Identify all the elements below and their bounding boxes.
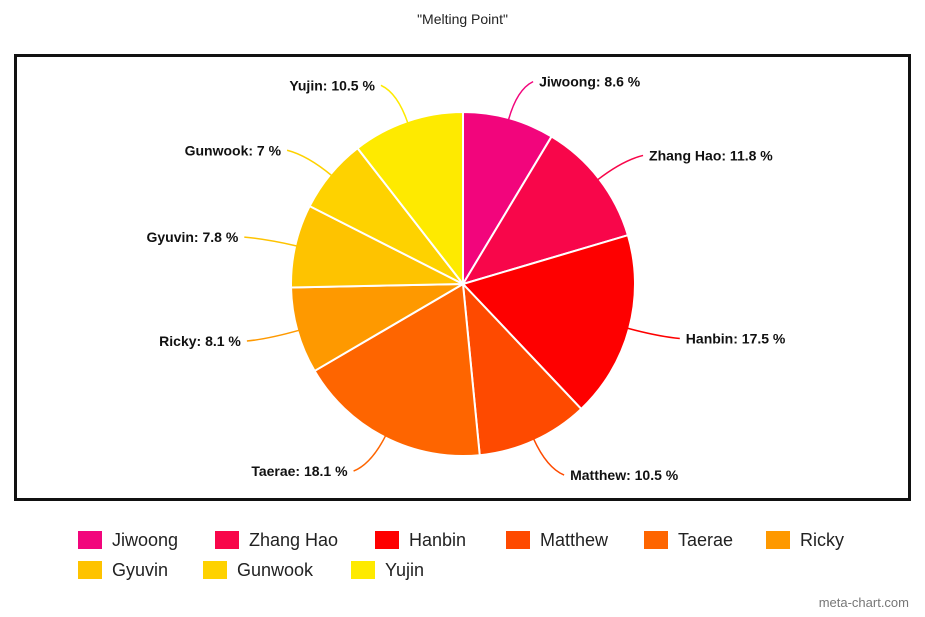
leader-line-hanbin bbox=[626, 327, 680, 340]
data-label-yujin: Yujin: 10.5 % bbox=[289, 77, 375, 93]
data-label-taerae: Taerae: 18.1 % bbox=[251, 463, 348, 479]
legend-swatch bbox=[766, 531, 790, 549]
data-label-jiwoong: Jiwoong: 8.6 % bbox=[539, 74, 641, 90]
pie-chart: Jiwoong: 8.6 % Zhang Hao: 11.8 % Hanbin: 1… bbox=[146, 74, 786, 483]
data-label-ricky: Ricky: 8.1 % bbox=[159, 333, 241, 349]
legend-item-matthew: Matthew bbox=[506, 528, 608, 552]
legend-swatch bbox=[203, 561, 227, 579]
data-label-hanbin: Hanbin: 17.5 % bbox=[686, 331, 786, 347]
legend-label: Gunwook bbox=[237, 559, 314, 580]
legend-label: Zhang Hao bbox=[249, 529, 339, 550]
legend-item-ricky: Ricky bbox=[766, 528, 844, 552]
data-label-gyuvin: Gyuvin: 7.8 % bbox=[146, 229, 238, 245]
legend-item-zhang-hao: Zhang Hao bbox=[215, 528, 338, 552]
legend-item-jiwoong: Jiwoong bbox=[78, 528, 178, 552]
legend-label: Ricky bbox=[800, 529, 844, 550]
leader-line-matthew bbox=[532, 438, 565, 476]
leader-line-gyuvin bbox=[244, 236, 298, 247]
legend-label: Yujin bbox=[385, 559, 425, 580]
legend-swatch bbox=[375, 531, 399, 549]
data-label-zhang-hao: Zhang Hao: 11.8 % bbox=[649, 147, 773, 163]
watermark: meta-chart.com bbox=[818, 595, 909, 610]
legend-label: Gyuvin bbox=[112, 559, 169, 580]
leader-line-zhang-hao bbox=[596, 154, 644, 181]
legend-swatch bbox=[506, 531, 530, 549]
legend-item-gyuvin: Gyuvin bbox=[78, 558, 168, 582]
chart-title: "Melting Point" bbox=[417, 11, 508, 27]
legend-label: Hanbin bbox=[409, 529, 467, 550]
data-label-matthew: Matthew: 10.5 % bbox=[570, 467, 679, 483]
legend-item-taerae: Taerae bbox=[644, 528, 733, 552]
legend-swatch bbox=[351, 561, 375, 579]
data-label-gunwook: Gunwook: 7 % bbox=[185, 142, 282, 158]
plot-area: Jiwoong: 8.6 % Zhang Hao: 11.8 % Hanbin: 1… bbox=[14, 54, 911, 501]
legend-label: Taerae bbox=[678, 529, 734, 550]
leader-line-taerae bbox=[353, 435, 387, 472]
legend-item-hanbin: Hanbin bbox=[375, 528, 466, 552]
legend-item-yujin: Yujin bbox=[351, 558, 424, 582]
leader-line-jiwoong bbox=[507, 80, 534, 121]
legend-label: Jiwoong bbox=[112, 529, 179, 550]
legend-swatch bbox=[78, 531, 102, 549]
legend-item-gunwook: Gunwook bbox=[203, 558, 313, 582]
legend-label: Matthew bbox=[540, 529, 609, 550]
legend-swatch bbox=[215, 531, 239, 549]
legend-swatch bbox=[644, 531, 668, 549]
legend-swatch bbox=[78, 561, 102, 579]
leader-line-gunwook bbox=[286, 149, 333, 177]
leader-line-yujin bbox=[380, 84, 409, 124]
leader-line-ricky bbox=[246, 329, 300, 342]
